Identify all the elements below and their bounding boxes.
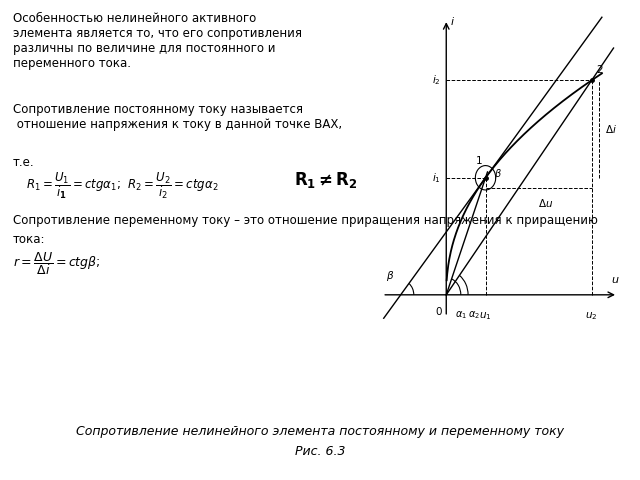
Text: Рис. 6.3: Рис. 6.3 bbox=[295, 445, 345, 458]
Text: $R_1 = \dfrac{U_1}{i_{\mathbf{1}}} = ctg\alpha_1$;  $R_2 = \dfrac{U_2}{i_2} = ct: $R_1 = \dfrac{U_1}{i_{\mathbf{1}}} = ctg… bbox=[26, 170, 218, 201]
Text: Сопротивление нелинейного элемента постоянному и переменному току: Сопротивление нелинейного элемента посто… bbox=[76, 425, 564, 438]
Text: $u_1$: $u_1$ bbox=[479, 311, 492, 323]
Text: $\beta$: $\beta$ bbox=[494, 167, 502, 181]
Text: 1: 1 bbox=[476, 156, 483, 166]
Text: $\beta$: $\beta$ bbox=[387, 269, 395, 283]
Text: Особенностью нелинейного активного
элемента является то, что его сопротивления
р: Особенностью нелинейного активного элеме… bbox=[13, 12, 302, 70]
Text: Сопротивление постоянному току называется
 отношение напряжения к току в данной : Сопротивление постоянному току называетс… bbox=[13, 103, 342, 131]
Text: Сопротивление переменному току – это отношение приращения напряжения к приращени: Сопротивление переменному току – это отн… bbox=[13, 214, 598, 227]
Text: $\alpha_2$: $\alpha_2$ bbox=[468, 310, 480, 321]
Text: i: i bbox=[451, 17, 454, 27]
Text: $\Delta i$: $\Delta i$ bbox=[605, 123, 617, 135]
Text: $r = \dfrac{\Delta U}{\Delta i} = ctg\beta$;: $r = \dfrac{\Delta U}{\Delta i} = ctg\be… bbox=[13, 250, 100, 276]
Text: тока:: тока: bbox=[13, 233, 45, 246]
Text: $\mathbf{R_1 \neq R_2}$: $\mathbf{R_1 \neq R_2}$ bbox=[294, 170, 358, 191]
Text: т.е.: т.е. bbox=[13, 156, 35, 169]
Text: $\Delta u$: $\Delta u$ bbox=[538, 197, 554, 209]
Text: u: u bbox=[611, 275, 618, 285]
Text: $i_2$: $i_2$ bbox=[432, 73, 440, 87]
Text: $i_1$: $i_1$ bbox=[431, 171, 440, 185]
Text: $\alpha_1$: $\alpha_1$ bbox=[455, 310, 467, 321]
Text: 2: 2 bbox=[596, 65, 603, 75]
Text: 0: 0 bbox=[435, 307, 442, 317]
Text: $u_2$: $u_2$ bbox=[586, 311, 598, 323]
